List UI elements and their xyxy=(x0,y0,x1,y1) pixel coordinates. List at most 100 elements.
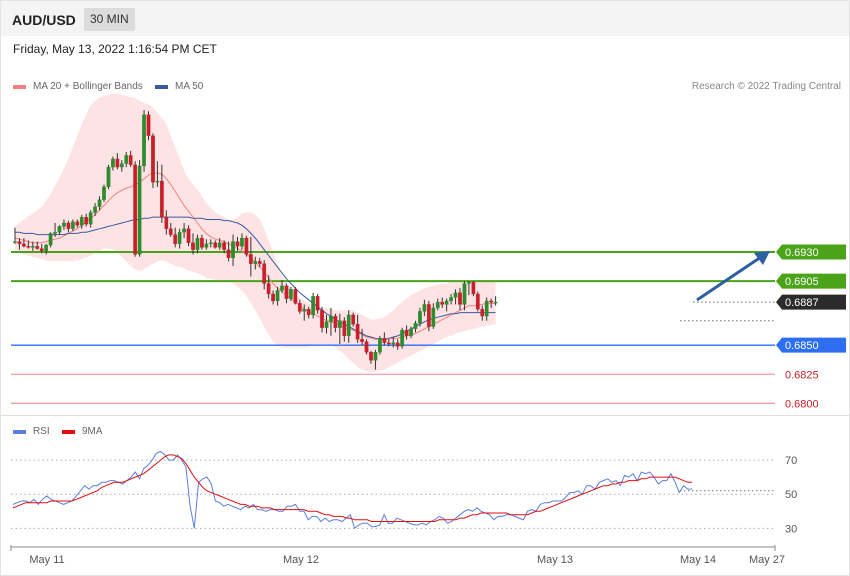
candle-down xyxy=(426,304,431,327)
candle-up xyxy=(57,226,62,233)
candle-down xyxy=(164,216,169,229)
candle-down xyxy=(404,329,409,337)
candle-up xyxy=(44,244,49,252)
x-tick-label: May 27 xyxy=(749,554,785,566)
rsi-tick-label: 50 xyxy=(785,489,797,501)
candle-down xyxy=(75,221,80,226)
candle-up xyxy=(289,289,293,299)
x-tick-label: May 13 xyxy=(537,554,573,566)
candle-down xyxy=(168,228,173,235)
symbol-title: AUD/USD xyxy=(12,12,76,28)
candle-down xyxy=(186,228,191,243)
credit-text: Research © 2022 Trading Central xyxy=(691,81,841,92)
candle-down xyxy=(39,248,44,252)
candle-down xyxy=(355,324,360,340)
candle-up xyxy=(88,212,93,225)
panel-separator xyxy=(1,415,849,416)
candle-down xyxy=(489,300,494,303)
rsi-ma-line xyxy=(12,454,692,522)
candle-up xyxy=(217,242,222,248)
candle-down xyxy=(159,180,164,218)
candle-up xyxy=(195,237,200,250)
candle-up xyxy=(106,166,111,188)
candle-up xyxy=(484,300,489,317)
candle-down xyxy=(115,158,120,168)
candle-up xyxy=(97,199,102,207)
candle-down xyxy=(146,114,151,136)
level-label-0.6825: 0.6825 xyxy=(785,369,819,381)
level-tag-0.6930 xyxy=(776,244,846,260)
candle-down xyxy=(382,338,387,343)
candle-down xyxy=(213,242,218,248)
level-label-0.6905: 0.6905 xyxy=(785,276,819,288)
candle-up xyxy=(302,308,307,312)
rsi-tick-label: 70 xyxy=(785,455,797,467)
candle-up xyxy=(400,329,405,347)
candle-up xyxy=(467,282,471,284)
candle-down xyxy=(191,242,195,250)
candle-up xyxy=(311,296,316,316)
candle-up xyxy=(177,232,182,245)
candle-up xyxy=(62,222,66,227)
candle-down xyxy=(266,283,271,295)
x-tick-label: May 11 xyxy=(29,554,64,566)
candle-down xyxy=(360,339,364,342)
candle-up xyxy=(30,246,35,248)
candle-up xyxy=(48,233,53,246)
legend-rsi-label: RSI xyxy=(33,426,50,437)
candle-up xyxy=(13,241,17,243)
candle-up xyxy=(378,338,382,353)
candle-down xyxy=(364,341,369,353)
candle-down xyxy=(22,243,26,247)
candle-up xyxy=(275,290,280,302)
candle-down xyxy=(284,285,289,299)
candle-up xyxy=(253,261,258,264)
candle-up xyxy=(329,315,333,323)
candle-down xyxy=(342,320,347,337)
candle-up xyxy=(493,301,498,304)
chart-header: AUD/USD 30 MIN xyxy=(1,1,849,36)
candle-down xyxy=(26,246,31,248)
candle-down xyxy=(315,296,320,311)
candle-up xyxy=(119,163,124,168)
candle-up xyxy=(391,342,396,345)
level-label-0.6887: 0.6887 xyxy=(785,297,819,309)
ma20-swatch xyxy=(13,84,26,89)
candle-down xyxy=(297,303,302,312)
forecast-arrow-shaft xyxy=(696,255,762,302)
candle-up xyxy=(102,186,106,200)
candle-up xyxy=(53,232,57,234)
candle-up xyxy=(418,311,422,324)
legend-ma50: MA 50 xyxy=(155,81,203,92)
candle-down xyxy=(35,246,40,249)
candle-up xyxy=(431,307,436,327)
candle-down xyxy=(395,342,400,347)
level-label-0.6800: 0.6800 xyxy=(785,398,819,410)
level-label-0.6850: 0.6850 xyxy=(785,340,819,352)
candle-up xyxy=(71,221,75,229)
candle-down xyxy=(17,241,22,245)
candle-up xyxy=(346,314,351,337)
candle-down xyxy=(133,164,137,255)
candle-down xyxy=(235,241,240,247)
timeframe-button[interactable]: 30 MIN xyxy=(84,8,135,31)
candle-down xyxy=(173,234,178,245)
candle-up xyxy=(413,322,418,330)
legend-ma20-label: MA 20 + Bollinger Bands xyxy=(33,81,143,92)
candle-up xyxy=(137,165,142,255)
candle-down xyxy=(458,292,462,305)
level-tag-0.6850 xyxy=(776,337,846,353)
candle-up xyxy=(453,292,458,298)
datetime-label: Friday, May 13, 2022 1:16:54 PM CET xyxy=(13,42,217,56)
level-tag-0.6887 xyxy=(776,294,846,310)
candle-up xyxy=(182,228,186,233)
candle-up xyxy=(422,304,427,312)
candle-up xyxy=(208,242,213,245)
candle-up xyxy=(93,206,97,213)
candle-up xyxy=(204,243,209,248)
candle-down xyxy=(200,237,204,248)
legend-9ma: 9MA xyxy=(62,426,103,437)
bollinger-band xyxy=(15,93,496,372)
candle-down xyxy=(244,237,249,255)
